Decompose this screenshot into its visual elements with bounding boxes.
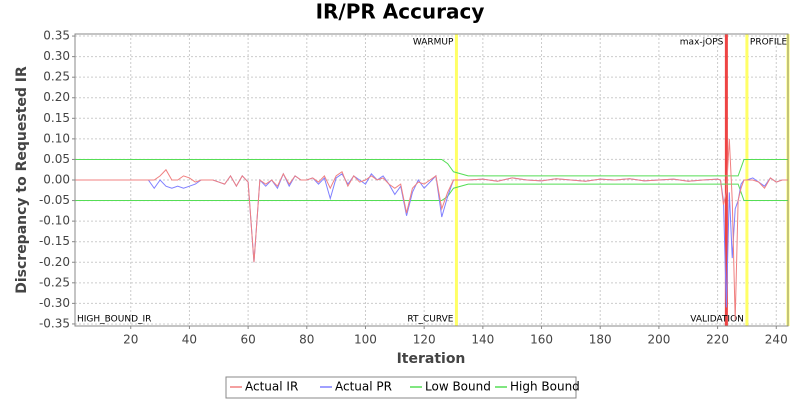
y-tick-label: 0.35 [43, 29, 70, 43]
x-tick-label: 200 [647, 333, 670, 347]
x-tick-label: 140 [471, 333, 494, 347]
legend-label: Low Bound [425, 380, 491, 394]
y-tick-label: 0.15 [43, 111, 70, 125]
series-line [75, 138, 788, 320]
y-tick-label: -0.30 [39, 296, 70, 310]
x-tick-label: 220 [706, 333, 729, 347]
series-line [75, 158, 788, 177]
x-tick-label: 120 [413, 333, 436, 347]
y-tick-label: -0.05 [39, 193, 70, 207]
legend-label: Actual IR [245, 380, 298, 394]
corner-label: HIGH_BOUND_IR [77, 315, 151, 325]
legend: Actual IR Actual PR Low Bound High Bound [230, 380, 580, 394]
y-tick-label: 0.20 [43, 90, 70, 104]
y-tick-label: -0.10 [39, 214, 70, 228]
x-axis-label: Iteration [397, 351, 466, 367]
marker-label: WARMUP [413, 38, 454, 48]
x-tick-label: 180 [589, 333, 612, 347]
legend-label: Actual PR [335, 380, 392, 394]
marker-label: max-jOPS [680, 38, 724, 48]
y-tick-label: 0.30 [43, 49, 70, 63]
y-tick-label: 0.10 [43, 131, 70, 145]
legend-label: High Bound [510, 380, 580, 394]
marker-label: PROFILE [750, 38, 788, 48]
marker-label: RT_CURVE [407, 315, 453, 325]
marker-label: VALIDATION [690, 315, 744, 325]
y-tick-label: 0.25 [43, 70, 70, 84]
axes: 0.35 0.30 0.25 0.20 0.15 0.10 0.05 0.00 -0.05 -0.… [39, 29, 788, 347]
x-tick-label: 40 [182, 333, 197, 347]
x-tick-label: 100 [354, 333, 377, 347]
y-tick-label: -0.35 [39, 316, 70, 330]
y-axis-label: Discrepancy to Requested IR [14, 66, 30, 294]
legend-box [225, 376, 577, 399]
y-tick-label: -0.20 [39, 255, 70, 269]
y-tick-label: -0.15 [39, 234, 70, 248]
x-tick-label: 80 [299, 333, 314, 347]
y-tick-label: 0.05 [43, 152, 70, 166]
y-tick-label: -0.25 [39, 275, 70, 289]
y-tick-label: 0.00 [43, 173, 70, 187]
x-tick-label: 160 [530, 333, 553, 347]
x-tick-label: 60 [240, 333, 255, 347]
x-tick-label: 240 [765, 333, 788, 347]
series-line [75, 183, 788, 202]
x-tick-label: 20 [123, 333, 138, 347]
chart-title: IR/PR Accuracy [316, 0, 485, 24]
lines [75, 138, 788, 320]
